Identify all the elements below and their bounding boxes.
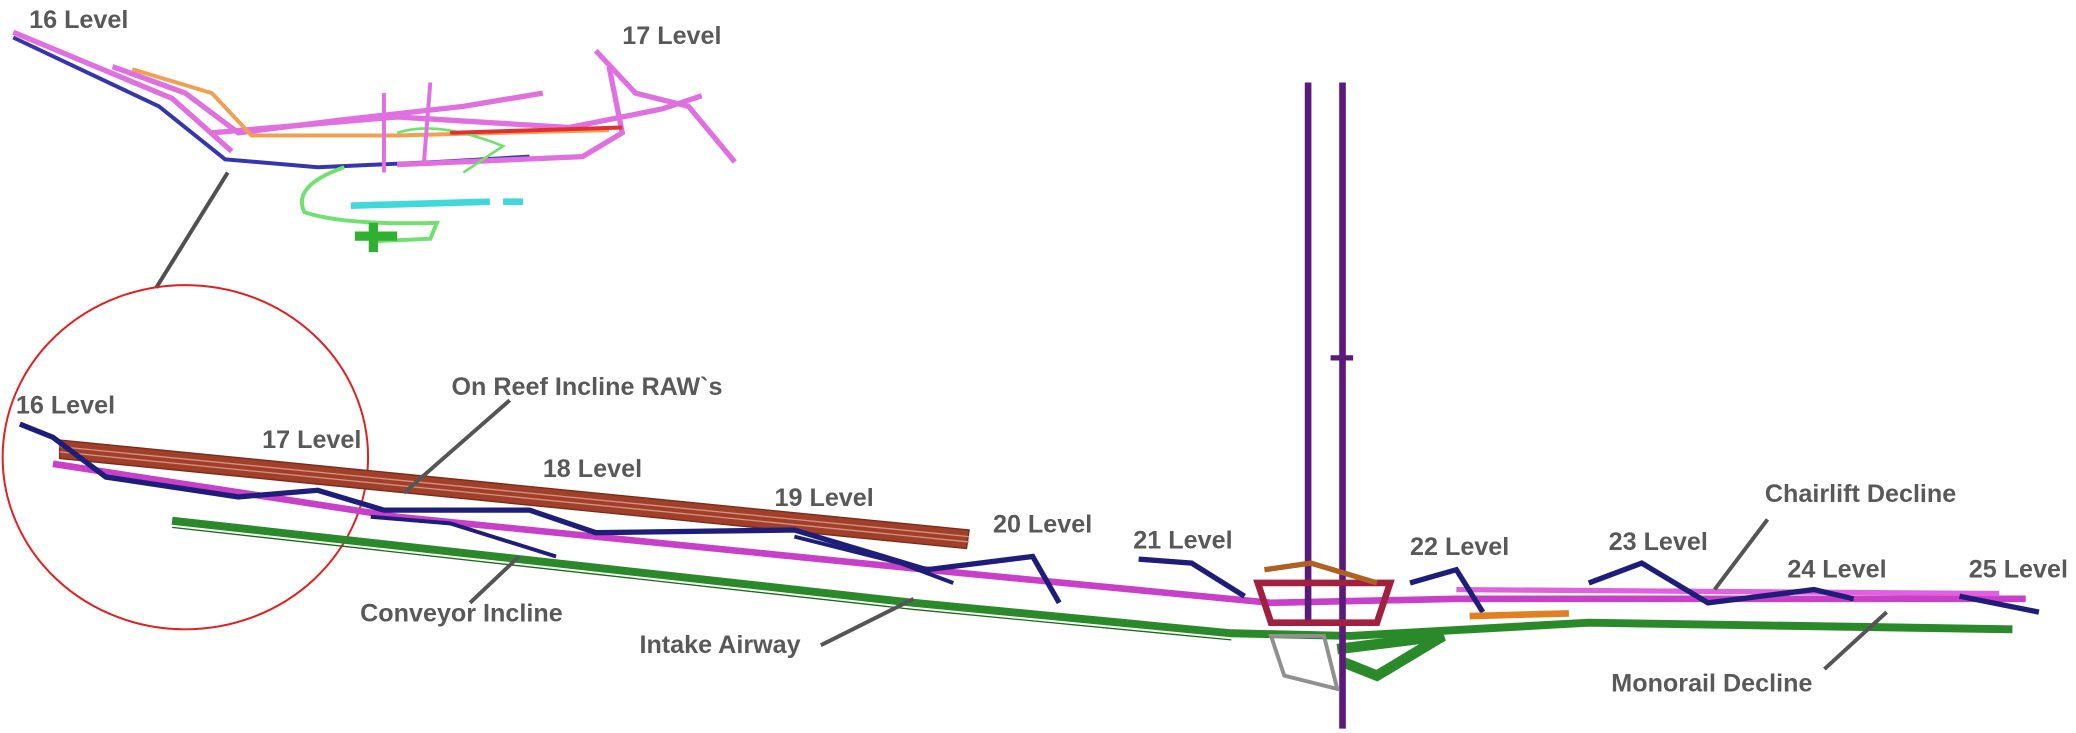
level-label: 19 Level <box>775 484 874 512</box>
annotation: Chairlift Decline <box>1765 480 1956 508</box>
main-section <box>18 82 2040 729</box>
level-label: 25 Level <box>1969 556 2068 584</box>
level-label: 18 Level <box>543 455 642 483</box>
annotation: Intake Airway <box>639 631 800 659</box>
zoom-leader <box>154 171 230 289</box>
level-label: 23 Level <box>1609 528 1708 556</box>
level-label: 17 Level <box>262 426 361 454</box>
zoom-circle <box>1 284 370 631</box>
annotation: On Reef Incline RAW`s <box>451 373 722 401</box>
inset-level-label: 17 Level <box>622 22 721 50</box>
inset-level-label: 16 Level <box>29 6 128 34</box>
inset-plan <box>12 29 737 252</box>
level-label: 20 Level <box>993 511 1092 539</box>
level-label: 21 Level <box>1133 527 1232 555</box>
annotation: Monorail Decline <box>1611 670 1812 698</box>
level-label: 24 Level <box>1787 556 1886 584</box>
leader-lines <box>402 398 1889 671</box>
level-label: 22 Level <box>1410 533 1509 561</box>
level-label: 16 Level <box>16 392 115 420</box>
annotation: Conveyor Incline <box>360 599 563 627</box>
